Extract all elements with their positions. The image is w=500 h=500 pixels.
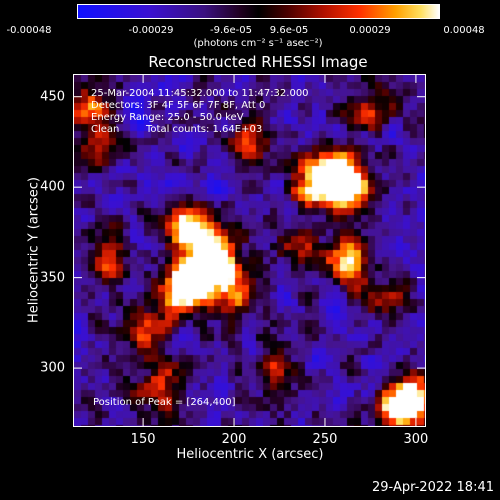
y-tick-label: 400: [40, 179, 65, 195]
date-stamp: 29-Apr-2022 18:41: [372, 480, 494, 495]
colorbar-tick-label: 0.00029: [349, 25, 391, 36]
energy-range-label: Energy Range: 25.0 - 50.0 keV: [91, 112, 244, 123]
chart-title: Reconstructed RHESSI Image: [148, 53, 368, 71]
colorbar: [77, 4, 440, 19]
x-tick-label: 200: [221, 432, 247, 447]
x-tick-label: 300: [403, 432, 429, 447]
x-tick-label: 150: [130, 432, 156, 447]
y-tick-label: 300: [40, 360, 65, 376]
heatmap-image: [74, 75, 425, 426]
detectors-label: Detectors: 3F 4F 5F 6F 7F 8F, Att 0: [91, 100, 266, 111]
time-range-label: 25-Mar-2004 11:45:32.000 to 11:47:32.000: [91, 88, 309, 99]
y-tick-label: 350: [40, 270, 65, 286]
colorbar-tick-label: 9.6e-05: [269, 25, 309, 36]
plot-area: 25-Mar-2004 11:45:32.000 to 11:47:32.000…: [73, 74, 426, 427]
total-counts-label: Total counts: 1.64E+03: [146, 124, 263, 135]
x-tick-label: 250: [312, 432, 338, 447]
colorbar-tick-label: -9.6e-05: [210, 25, 252, 36]
colorbar-units: (photons cm⁻² s⁻¹ asec⁻²): [193, 38, 323, 49]
y-axis-label: Heliocentric Y (arcsec): [26, 177, 42, 323]
colorbar-tick-label: -0.00048: [6, 25, 52, 36]
x-axis-label: Heliocentric X (arcsec): [176, 447, 324, 462]
y-tick-label: 450: [40, 89, 65, 105]
peak-position-label: Position of Peak = [264,400]: [93, 397, 236, 408]
colorbar-tick-label: 0.00048: [443, 25, 485, 36]
method-label: Clean: [91, 124, 120, 135]
colorbar-tick-label: -0.00029: [128, 25, 174, 36]
